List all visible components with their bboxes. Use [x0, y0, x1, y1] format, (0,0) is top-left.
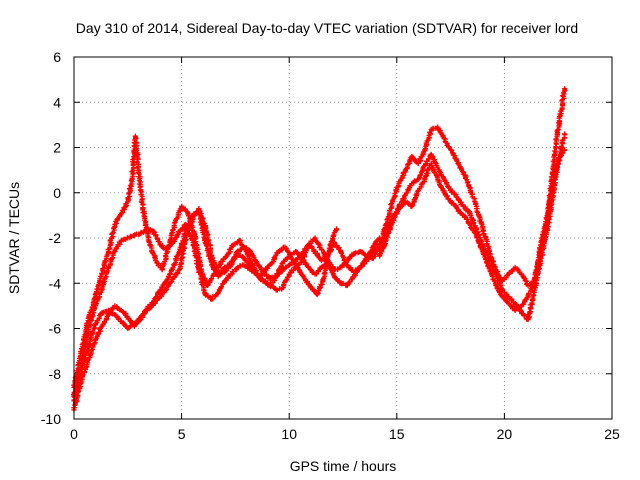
trace-1-point: [330, 233, 336, 239]
trace-2-point: [271, 278, 278, 284]
trace-5-point: [460, 168, 466, 175]
x-tick-label: 25: [604, 426, 620, 442]
chart-title: Day 310 of 2014, Sidereal Day-to-day VTE…: [76, 20, 578, 36]
trace-6-point: [402, 193, 408, 199]
trace-2-point: [222, 278, 228, 284]
y-tick-label: -8: [49, 366, 62, 382]
x-axis-label: GPS time / hours: [290, 458, 397, 474]
trace-4-point: [168, 279, 174, 285]
trace-3-point: [338, 250, 345, 257]
trace-6-point: [455, 196, 461, 203]
trace-4-point: [298, 252, 304, 258]
y-axis-label: SDTVAR / TECUs: [6, 182, 22, 294]
trace-5-point: [562, 86, 568, 92]
trace-4-point: [82, 355, 88, 361]
y-tick-label: -4: [49, 275, 62, 291]
trace-4-point: [172, 272, 178, 278]
trace-1-point: [333, 226, 340, 232]
trace-4-point: [212, 266, 218, 272]
trace-7-point: [413, 192, 419, 198]
y-tick-label: 0: [53, 185, 61, 201]
x-tick-label: 20: [497, 426, 513, 442]
trace-7-point: [423, 173, 429, 180]
trace-7-point: [474, 235, 480, 241]
trace-1-point: [271, 255, 277, 261]
x-tick-label: 15: [389, 426, 405, 442]
trace-2-point: [100, 279, 106, 285]
trace-5-point: [482, 234, 488, 240]
y-tick-label: 2: [53, 140, 61, 156]
plot-frame: [73, 56, 613, 420]
trace-2-point: [346, 279, 352, 286]
trace-1-point: [216, 262, 222, 269]
trace-2-point: [174, 232, 180, 238]
trace-4-point: [286, 262, 292, 268]
trace-5-point: [388, 201, 394, 208]
trace-6-point: [558, 143, 565, 149]
y-tick-label: -2: [49, 230, 62, 246]
data-series: [70, 86, 568, 413]
trace-6-point: [426, 156, 432, 162]
trace-4-point: [330, 264, 336, 270]
trace-6-point: [497, 282, 504, 289]
trace-1-point: [141, 213, 147, 219]
trace-5-point: [484, 241, 490, 247]
x-tick-label: 0: [70, 426, 78, 442]
trace-6-point: [562, 131, 568, 137]
trace-7-point: [414, 191, 420, 197]
trace-2-point: [93, 300, 99, 307]
axis-ticks: 0 5 10 15 20 25 -10 -8 -6 -4 -2 0 2 4 6: [41, 49, 620, 442]
trace-1-point: [147, 242, 153, 248]
trace-7-point: [464, 216, 471, 222]
trace-4-point: [304, 246, 310, 252]
trace-6-point: [418, 172, 424, 178]
trace-1-point: [238, 242, 245, 248]
y-tick-label: 6: [53, 49, 61, 65]
trace-2-point: [322, 262, 328, 268]
trace-5-point: [552, 148, 558, 154]
trace-7-point: [491, 278, 498, 284]
trace-4-point: [90, 328, 96, 334]
trace-4-point: [223, 268, 229, 274]
y-tick-label: -10: [41, 411, 61, 427]
trace-1-point: [171, 220, 177, 226]
trace-1-point: [151, 252, 157, 258]
trace-7-point: [405, 200, 411, 207]
x-tick-label: 5: [178, 426, 186, 442]
trace-1-point: [169, 230, 175, 237]
trace-5-point: [476, 213, 482, 219]
y-tick-label: -6: [49, 321, 62, 337]
y-tick-label: 4: [53, 94, 61, 110]
x-tick-label: 10: [281, 426, 297, 442]
trace-5-point: [449, 147, 455, 153]
trace-7-point: [562, 147, 568, 153]
trace-7-point: [557, 153, 563, 160]
trace-7-point: [524, 294, 530, 301]
trace-2-point: [218, 283, 225, 290]
trace-7-point: [550, 179, 557, 186]
